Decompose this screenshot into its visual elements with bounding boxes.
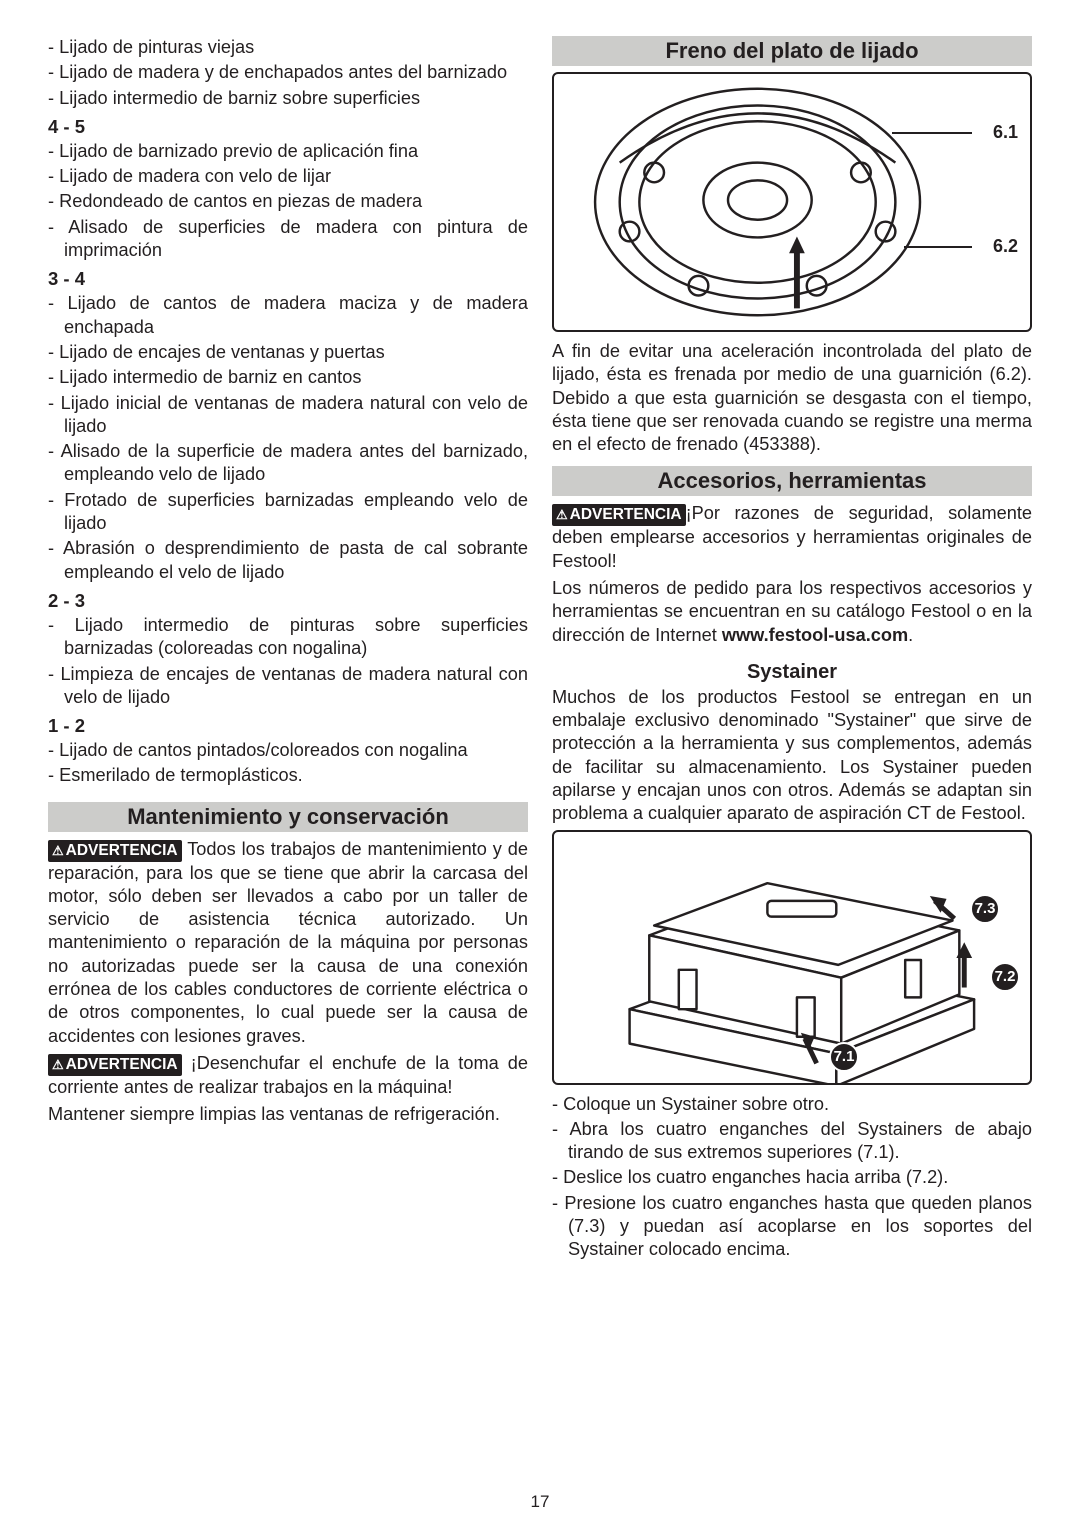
- list-item: Lijado intermedio de barniz sobre superf…: [48, 87, 528, 110]
- range-34: 3 - 4: [48, 268, 528, 290]
- list-item: Lijado de cantos pintados/coloreados con…: [48, 739, 528, 762]
- list-item: Limpieza de encajes de ventanas de mader…: [48, 663, 528, 710]
- callout-line: [892, 132, 972, 134]
- acc-p2: Los números de pedido para los respectiv…: [552, 577, 1032, 647]
- range-45: 4 - 5: [48, 116, 528, 138]
- warning-badge: ADVERTENCIA: [48, 1054, 182, 1076]
- brake-heading: Freno del plato de lijado: [552, 36, 1032, 66]
- maintenance-heading: Mantenimiento y conservación: [48, 802, 528, 832]
- list-item: Lijado de pinturas viejas: [48, 36, 528, 59]
- maint-p1: ADVERTENCIA Todos los trabajos de manten…: [48, 838, 528, 1048]
- list-item: Presione los cuatro enganches hasta que …: [552, 1192, 1032, 1262]
- range-23: 2 - 3: [48, 590, 528, 612]
- brake-text: A fin de evitar una aceleración incontro…: [552, 340, 1032, 456]
- list-item: Esmerilado de termoplásticos.: [48, 764, 528, 787]
- acc-url: www.festool-usa.com: [722, 625, 908, 645]
- badge-71: 7.1: [829, 1042, 859, 1072]
- systainer-steps: Coloque un Systainer sobre otro. Abra lo…: [552, 1093, 1032, 1262]
- list-item: Frotado de superficies barnizadas emplea…: [48, 489, 528, 536]
- list-item: Abrasión o desprendimiento de pasta de c…: [48, 537, 528, 584]
- maint-p3: Mantener siempre limpias las ventanas de…: [48, 1103, 528, 1126]
- list-item: Lijado de barnizado previo de aplicación…: [48, 140, 528, 163]
- systainer-heading: Systainer: [552, 661, 1032, 684]
- systainer-svg: [554, 832, 1030, 1083]
- list-item: Alisado de la superficie de madera antes…: [48, 440, 528, 487]
- list-item: Lijado intermedio de pinturas sobre supe…: [48, 614, 528, 661]
- badge-72: 7.2: [990, 962, 1020, 992]
- list-item: Lijado de madera con velo de lijar: [48, 165, 528, 188]
- systainer-intro: Muchos de los productos Festool se entre…: [552, 686, 1032, 826]
- page-number: 17: [0, 1492, 1080, 1512]
- list-45: Lijado de barnizado previo de aplicación…: [48, 140, 528, 262]
- list-34: Lijado de cantos de madera maciza y de m…: [48, 292, 528, 584]
- callout-61: 6.1: [993, 122, 1018, 143]
- list-item: Deslice los cuatro enganches hacia arrib…: [552, 1166, 1032, 1189]
- list-item: Coloque un Systainer sobre otro.: [552, 1093, 1032, 1116]
- range-12: 1 - 2: [48, 715, 528, 737]
- list-item: Lijado de madera y de enchapados antes d…: [48, 61, 528, 84]
- maint-p1-text: Todos los trabajos de manteni­miento y d…: [48, 839, 528, 1046]
- list-item: Lijado intermedio de barniz en cantos: [48, 366, 528, 389]
- acc-p2c: .: [908, 625, 913, 645]
- maint-p2: ADVERTENCIA ¡Desenchufar el enchufe de l…: [48, 1052, 528, 1099]
- list-item: Abra los cuatro enganches del Systainers…: [552, 1118, 1032, 1165]
- top-list: Lijado de pinturas viejas Lijado de made…: [48, 36, 528, 110]
- list-item: Lijado inicial de ventanas de madera nat…: [48, 392, 528, 439]
- page-columns: Lijado de pinturas viejas Lijado de made…: [48, 36, 1032, 1264]
- badge-73: 7.3: [970, 894, 1000, 924]
- callout-line: [904, 246, 972, 248]
- left-column: Lijado de pinturas viejas Lijado de made…: [48, 36, 528, 1264]
- acc-p1: ADVERTENCIA¡Por razones de seguridad, so…: [552, 502, 1032, 572]
- right-column: Freno del plato de lijado: [552, 36, 1032, 1264]
- callout-62: 6.2: [993, 236, 1018, 257]
- brake-svg: [554, 74, 1030, 330]
- list-item: Lijado de cantos de madera maciza y de m…: [48, 292, 528, 339]
- brake-figure: 6.1 6.2: [552, 72, 1032, 332]
- list-12: Lijado de cantos pintados/coloreados con…: [48, 739, 528, 788]
- systainer-figure: 7.1 7.2 7.3: [552, 830, 1032, 1085]
- list-item: Lijado de encajes de ventanas y puertas: [48, 341, 528, 364]
- accessories-heading: Accesorios, herramientas: [552, 466, 1032, 496]
- list-23: Lijado intermedio de pinturas sobre supe…: [48, 614, 528, 709]
- list-item: Alisado de superficies de madera con pin…: [48, 216, 528, 263]
- warning-badge: ADVERTENCIA: [48, 840, 182, 862]
- warning-badge: ADVERTENCIA: [552, 504, 686, 526]
- list-item: Redondeado de cantos en piezas de madera: [48, 190, 528, 213]
